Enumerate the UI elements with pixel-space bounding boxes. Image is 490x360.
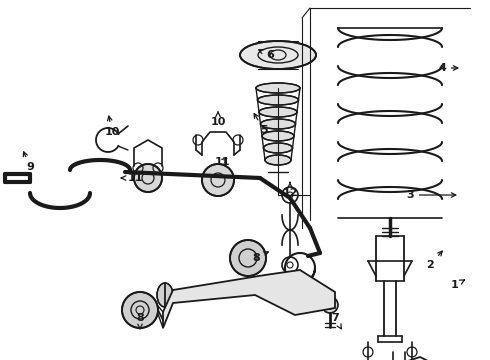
Ellipse shape — [202, 164, 234, 196]
Ellipse shape — [122, 292, 158, 328]
Text: 5: 5 — [254, 113, 268, 135]
Text: 11: 11 — [214, 157, 230, 167]
Ellipse shape — [264, 143, 293, 153]
Text: 2: 2 — [426, 251, 442, 270]
Text: 10: 10 — [104, 116, 120, 137]
Text: 10: 10 — [210, 111, 226, 127]
Ellipse shape — [230, 240, 266, 276]
Text: 1: 1 — [451, 280, 465, 290]
Ellipse shape — [259, 107, 297, 117]
Polygon shape — [163, 270, 335, 328]
Ellipse shape — [157, 283, 173, 307]
Text: 6: 6 — [259, 50, 274, 60]
Circle shape — [322, 297, 338, 313]
Ellipse shape — [240, 41, 316, 69]
Ellipse shape — [261, 119, 295, 129]
Text: 8: 8 — [252, 252, 268, 263]
Ellipse shape — [265, 155, 291, 165]
Ellipse shape — [134, 164, 162, 192]
Ellipse shape — [262, 131, 294, 141]
Text: 8: 8 — [136, 313, 144, 329]
Text: 3: 3 — [406, 190, 456, 200]
Ellipse shape — [258, 95, 298, 105]
Text: 7: 7 — [331, 313, 342, 329]
Text: 9: 9 — [24, 152, 34, 172]
Text: 11: 11 — [121, 173, 143, 183]
Ellipse shape — [256, 83, 300, 93]
Text: 12: 12 — [282, 183, 298, 198]
Text: 4: 4 — [438, 63, 458, 73]
